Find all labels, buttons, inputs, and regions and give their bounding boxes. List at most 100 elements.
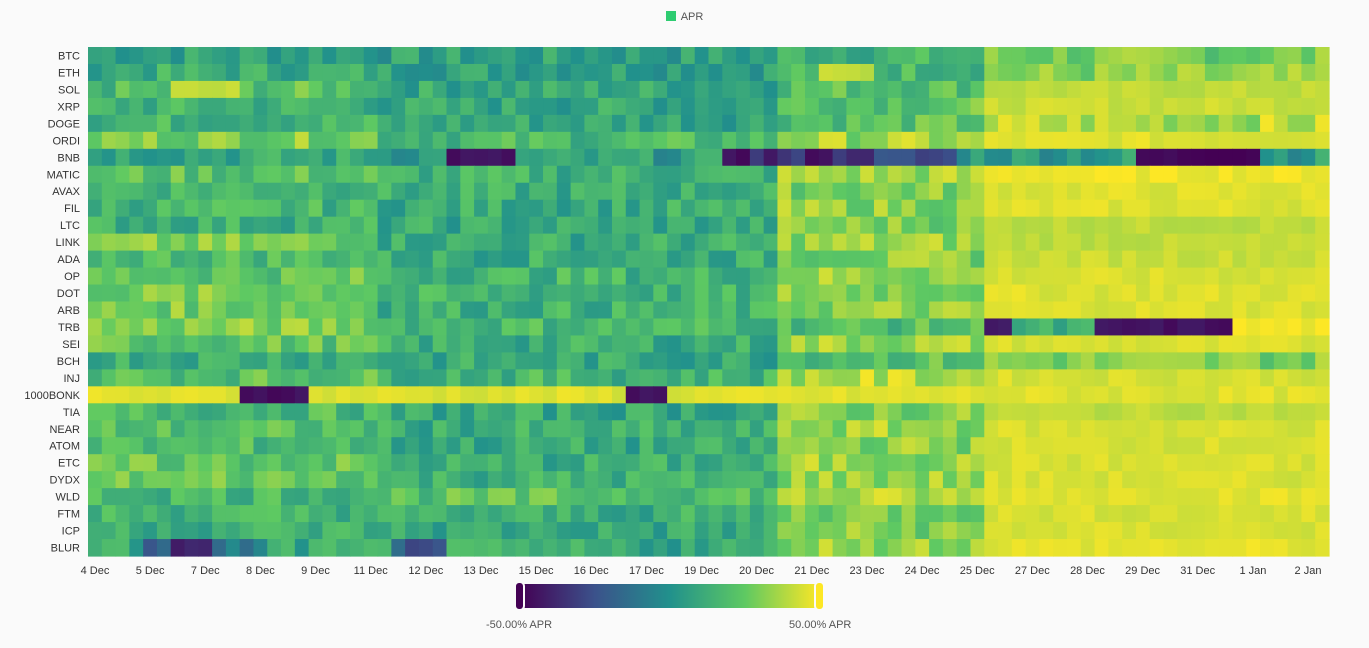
heatmap-cell[interactable] [446, 148, 461, 167]
heatmap-cell[interactable] [846, 63, 861, 82]
heatmap-cell[interactable] [1260, 369, 1275, 387]
heatmap-cell[interactable] [1218, 454, 1234, 472]
heatmap-cell[interactable] [349, 522, 365, 540]
heatmap-cell[interactable] [763, 335, 779, 353]
heatmap-cell[interactable] [529, 420, 544, 438]
heatmap-cell[interactable] [1204, 80, 1220, 99]
heatmap-cell[interactable] [501, 335, 517, 353]
heatmap-cell[interactable] [818, 301, 834, 320]
heatmap-cell[interactable] [667, 148, 682, 167]
heatmap-cell[interactable] [156, 267, 172, 286]
heatmap-cell[interactable] [253, 454, 268, 472]
heatmap-cell[interactable] [1108, 199, 1123, 218]
heatmap-cell[interactable] [543, 131, 558, 150]
heatmap-cell[interactable] [281, 505, 296, 523]
heatmap-cell[interactable] [818, 216, 834, 235]
heatmap-cell[interactable] [1232, 267, 1247, 286]
heatmap-cell[interactable] [377, 47, 392, 65]
heatmap-cell[interactable] [639, 233, 654, 252]
heatmap-cell[interactable] [1273, 301, 1289, 320]
heatmap-cell[interactable] [294, 386, 310, 404]
heatmap-cell[interactable] [336, 369, 351, 387]
heatmap-cell[interactable] [129, 505, 144, 523]
heatmap-cell[interactable] [942, 216, 958, 235]
heatmap-cell[interactable] [1177, 539, 1192, 557]
heatmap-cell[interactable] [156, 148, 172, 167]
heatmap-cell[interactable] [915, 80, 930, 99]
heatmap-cell[interactable] [377, 97, 392, 116]
heatmap-cell[interactable] [88, 301, 103, 320]
heatmap-cell[interactable] [1273, 488, 1289, 506]
heatmap-cell[interactable] [1122, 335, 1137, 353]
heatmap-cell[interactable] [446, 284, 461, 303]
heatmap-cell[interactable] [611, 182, 627, 201]
heatmap-cell[interactable] [777, 437, 792, 455]
heatmap-cell[interactable] [598, 267, 613, 286]
heatmap-cell[interactable] [239, 522, 255, 540]
heatmap-cell[interactable] [1149, 369, 1165, 387]
heatmap-cell[interactable] [225, 131, 241, 150]
heatmap-cell[interactable] [970, 505, 985, 523]
heatmap-cell[interactable] [694, 488, 710, 506]
heatmap-cell[interactable] [667, 182, 682, 201]
heatmap-cell[interactable] [198, 454, 213, 472]
heatmap-cell[interactable] [294, 80, 310, 99]
heatmap-cell[interactable] [791, 301, 806, 320]
heatmap-cell[interactable] [377, 267, 392, 286]
heatmap-cell[interactable] [818, 471, 834, 489]
heatmap-cell[interactable] [584, 182, 599, 201]
heatmap-cell[interactable] [1177, 216, 1192, 235]
heatmap-cell[interactable] [887, 505, 903, 523]
heatmap-cell[interactable] [322, 454, 337, 472]
heatmap-cell[interactable] [1315, 199, 1330, 218]
heatmap-cell[interactable] [667, 488, 682, 506]
heatmap-cell[interactable] [501, 539, 517, 557]
heatmap-cell[interactable] [253, 284, 268, 303]
heatmap-cell[interactable] [680, 284, 696, 303]
heatmap-cell[interactable] [487, 267, 503, 286]
heatmap-cell[interactable] [322, 471, 337, 489]
heatmap-cell[interactable] [598, 454, 613, 472]
heatmap-cell[interactable] [418, 97, 434, 116]
heatmap-cell[interactable] [1067, 301, 1082, 320]
heatmap-cell[interactable] [1163, 267, 1178, 286]
heatmap-cell[interactable] [1191, 352, 1206, 370]
heatmap-cell[interactable] [694, 182, 710, 201]
heatmap-cell[interactable] [543, 165, 558, 184]
heatmap-cell[interactable] [942, 80, 958, 99]
heatmap-cell[interactable] [873, 80, 889, 99]
heatmap-cell[interactable] [708, 233, 723, 252]
heatmap-cell[interactable] [281, 131, 296, 150]
heatmap-cell[interactable] [1315, 80, 1330, 99]
heatmap-cell[interactable] [1108, 318, 1123, 337]
heatmap-cell[interactable] [929, 318, 944, 337]
heatmap-cell[interactable] [846, 386, 861, 404]
heatmap-cell[interactable] [432, 131, 448, 150]
heatmap-cell[interactable] [101, 488, 117, 506]
heatmap-cell[interactable] [543, 233, 558, 252]
heatmap-cell[interactable] [791, 454, 806, 472]
heatmap-cell[interactable] [763, 284, 779, 303]
heatmap-cell[interactable] [1094, 539, 1109, 557]
heatmap-cell[interactable] [1287, 437, 1303, 455]
heatmap-cell[interactable] [543, 454, 558, 472]
heatmap-cell[interactable] [294, 148, 310, 167]
heatmap-cell[interactable] [722, 318, 737, 337]
heatmap-cell[interactable] [515, 437, 530, 455]
heatmap-cell[interactable] [184, 199, 199, 218]
heatmap-cell[interactable] [212, 369, 227, 387]
heatmap-cell[interactable] [708, 471, 723, 489]
heatmap-cell[interactable] [391, 267, 406, 286]
heatmap-cell[interactable] [653, 114, 668, 133]
heatmap-cell[interactable] [1108, 352, 1123, 370]
heatmap-cell[interactable] [639, 369, 654, 387]
heatmap-cell[interactable] [915, 63, 930, 82]
heatmap-cell[interactable] [1011, 437, 1027, 455]
heatmap-cell[interactable] [1053, 63, 1068, 82]
heatmap-cell[interactable] [349, 114, 365, 133]
heatmap-cell[interactable] [1053, 47, 1068, 65]
heatmap-cell[interactable] [970, 165, 985, 184]
heatmap-cell[interactable] [708, 386, 723, 404]
heatmap-cell[interactable] [708, 47, 723, 65]
heatmap-cell[interactable] [625, 47, 641, 65]
